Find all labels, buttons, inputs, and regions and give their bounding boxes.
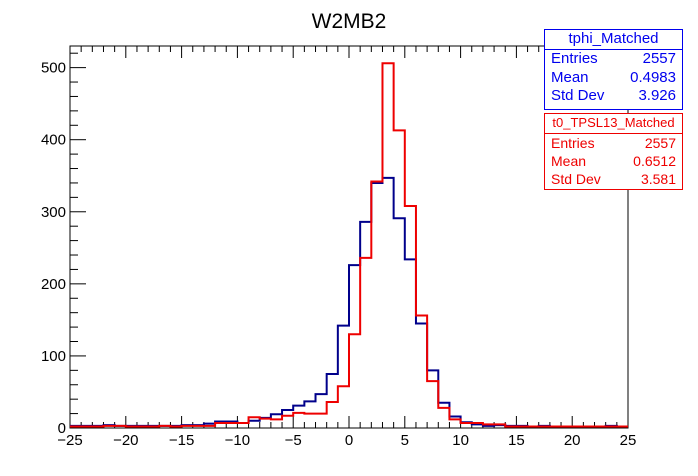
y-tick-label: 500	[41, 60, 66, 77]
stats-row-stddev: Std Dev 3.926	[545, 87, 682, 106]
y-tick-label: 400	[41, 132, 66, 149]
stats-label: Entries	[551, 135, 595, 151]
x-tick-label: −20	[113, 432, 138, 449]
stats-box-tphi: tphi_Matched Entries 2557 Mean 0.4983 St…	[544, 29, 683, 110]
stats-value: 3.581	[640, 171, 676, 187]
stats-value: 2557	[644, 135, 676, 151]
stats-label: Std Dev	[551, 87, 605, 104]
stats-box-title: t0_TPSL13_Matched	[545, 114, 682, 134]
series-layer	[70, 62, 628, 428]
stats-value: 3.926	[638, 87, 676, 104]
stats-row-mean: Mean 0.6512	[545, 152, 682, 170]
stats-label: Mean	[551, 68, 589, 86]
stats-label: Entries	[551, 50, 598, 67]
y-tick-label: 100	[41, 348, 66, 365]
x-tick-label: −15	[169, 432, 194, 449]
x-tick-label: 5	[401, 432, 409, 449]
stats-row-entries: Entries 2557	[545, 134, 682, 152]
stats-row-mean: Mean 0.4983	[545, 69, 682, 88]
y-tick-label: 300	[41, 204, 66, 221]
stats-value: 0.6512	[633, 153, 676, 169]
y-axis: 0 100 200 300 400 500	[41, 52, 86, 437]
y-tick-label: 0	[58, 420, 66, 437]
x-tick-label: 25	[620, 432, 637, 449]
stats-row-entries: Entries 2557	[545, 50, 682, 69]
stats-value: 0.4983	[630, 68, 676, 86]
x-tick-label: 10	[452, 432, 469, 449]
x-tick-label: −5	[285, 432, 302, 449]
stats-row-stddev: Std Dev 3.581	[545, 170, 682, 188]
x-tick-label: 0	[345, 432, 353, 449]
x-tick-label: 20	[564, 432, 581, 449]
stats-label: Std Dev	[551, 171, 601, 187]
x-tick-label: −10	[225, 432, 250, 449]
stats-label: Mean	[551, 153, 587, 169]
stats-value: 2557	[642, 50, 676, 67]
x-tick-label: −25	[57, 432, 82, 449]
stats-box-t0-tpsl13: t0_TPSL13_Matched Entries 2557 Mean 0.65…	[544, 113, 683, 190]
histogram-series-t0_TPSL13_Matched	[70, 62, 628, 428]
histogram-series-tphi_Matched	[70, 176, 628, 428]
x-tick-label: 15	[508, 432, 525, 449]
chart-title: W2MB2	[312, 10, 387, 33]
y-tick-label: 200	[41, 276, 66, 293]
stats-box-title: tphi_Matched	[545, 30, 682, 50]
